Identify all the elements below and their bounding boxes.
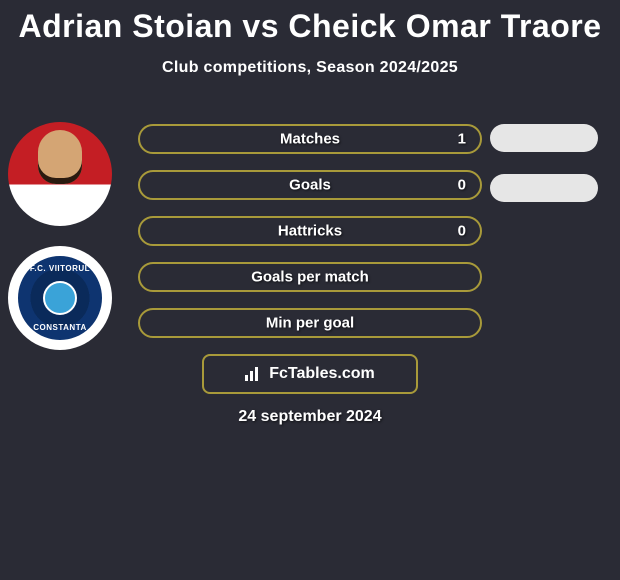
stat-row: Goals 0 — [138, 170, 482, 200]
stat-row: Matches 1 — [138, 124, 482, 154]
club-name-bottom: CONSTANTA — [24, 323, 96, 332]
stat-row: Min per goal — [138, 308, 482, 338]
date-text: 24 september 2024 — [238, 408, 381, 426]
stats-list: Matches 1 Goals 0 Hattricks 0 Goals per match M… — [138, 124, 482, 338]
pill-column — [490, 124, 598, 202]
subtitle: Club competitions, Season 2024/2025 — [0, 59, 620, 77]
stat-label: Min per goal — [266, 315, 354, 332]
stat-value: 1 — [458, 131, 466, 148]
player-avatar — [8, 122, 112, 226]
stat-row: Goals per match — [138, 262, 482, 292]
comparison-pill — [490, 174, 598, 202]
brand-badge[interactable]: FcTables.com — [202, 354, 418, 394]
brand-text: FcTables.com — [269, 365, 375, 383]
club-avatar: F.C. VIITORUL CONSTANTA — [8, 246, 112, 350]
stat-label: Matches — [280, 131, 340, 148]
chart-icon — [245, 367, 263, 381]
club-name-top: F.C. VIITORUL — [24, 264, 96, 273]
stat-label: Hattricks — [278, 223, 342, 240]
stat-label: Goals per match — [251, 269, 369, 286]
page-title: Adrian Stoian vs Cheick Omar Traore — [0, 0, 620, 45]
comparison-pill — [490, 124, 598, 152]
avatar-column: F.C. VIITORUL CONSTANTA — [8, 122, 112, 350]
stat-row: Hattricks 0 — [138, 216, 482, 246]
stat-value: 0 — [458, 177, 466, 194]
club-badge: F.C. VIITORUL CONSTANTA — [18, 256, 102, 340]
stat-label: Goals — [289, 177, 331, 194]
stat-value: 0 — [458, 223, 466, 240]
